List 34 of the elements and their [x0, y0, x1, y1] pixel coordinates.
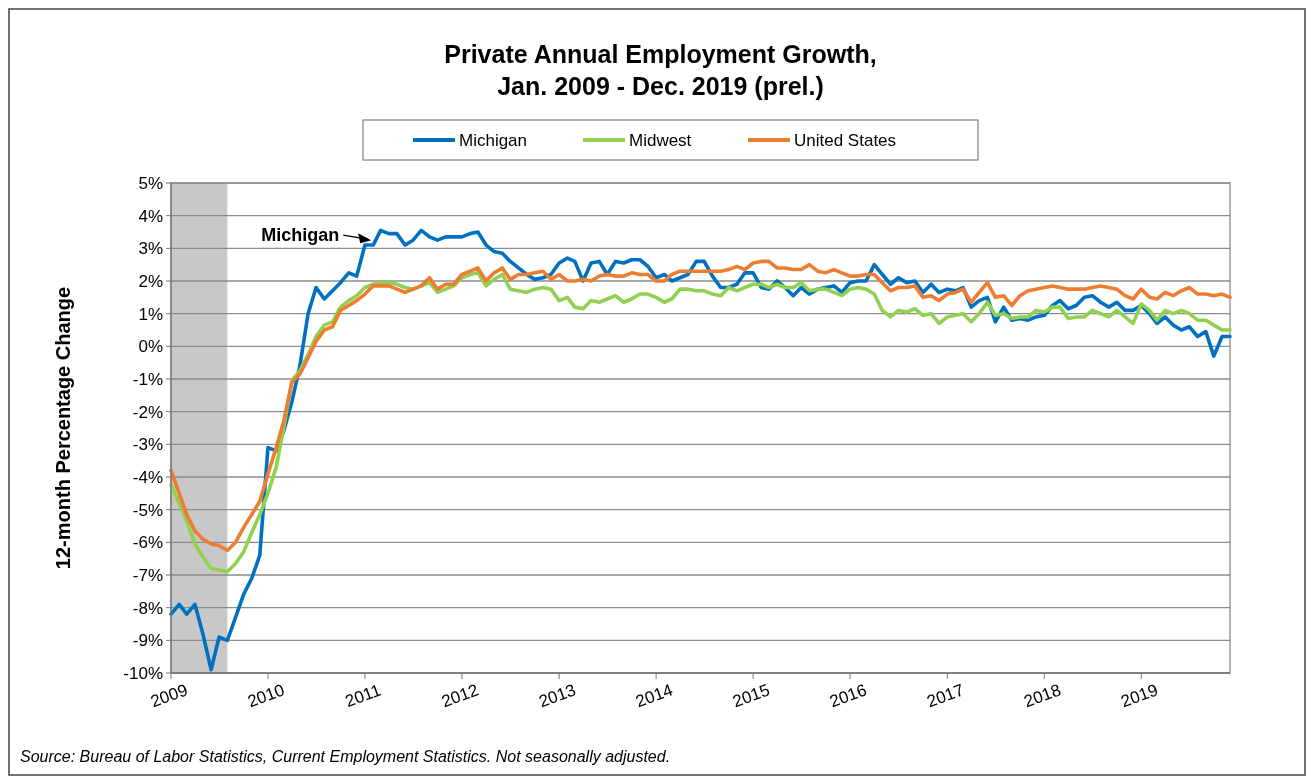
x-tick-label: 2019	[1118, 680, 1161, 712]
x-tick-label: 2017	[924, 680, 967, 712]
y-tick-label: -8%	[132, 598, 163, 618]
y-tick-label: 1%	[138, 304, 163, 324]
annotation: Michigan	[261, 225, 340, 246]
x-tick-label: 2010	[245, 680, 288, 712]
x-tick-label: 2011	[342, 680, 384, 712]
y-axis-title: 12-month Percentage Change	[52, 286, 74, 570]
x-tick-label: 2013	[536, 680, 579, 712]
x-tick-label: 2014	[633, 680, 676, 712]
legend-label: Michigan	[459, 130, 528, 150]
y-tick-label: -10%	[123, 663, 163, 683]
y-tick-label: 5%	[138, 173, 163, 193]
legend-label: Midwest	[629, 130, 692, 150]
x-tick-label: 2018	[1021, 680, 1064, 712]
y-tick-label: -4%	[132, 467, 163, 487]
x-tick-label: 2009	[148, 680, 191, 712]
y-tick-label: -9%	[132, 631, 163, 651]
y-tick-label: 3%	[138, 239, 163, 259]
x-tick-label: 2015	[730, 680, 773, 712]
chart-title: Private Annual Employment Growth, Jan. 2009 - Dec. 2019 (prel.)	[444, 40, 877, 100]
legend-label: United States	[794, 130, 897, 150]
y-tick-label: -5%	[132, 500, 163, 520]
y-tick-label: -2%	[132, 402, 163, 422]
x-tick-label: 2016	[827, 680, 870, 712]
y-tick-label: 4%	[138, 206, 163, 226]
y-tick-label: -1%	[132, 369, 163, 389]
y-tick-label: 0%	[138, 337, 163, 357]
y-tick-label: 2%	[138, 271, 163, 291]
y-tick-label: -3%	[132, 435, 163, 455]
source-note: Source: Bureau of Labor Statistics, Current Employment Statistics. Not seasonally adjusted.	[20, 748, 671, 765]
y-tick-label: -6%	[132, 533, 163, 553]
y-tick-label: -7%	[132, 565, 163, 585]
x-tick-label: 2012	[439, 680, 482, 712]
